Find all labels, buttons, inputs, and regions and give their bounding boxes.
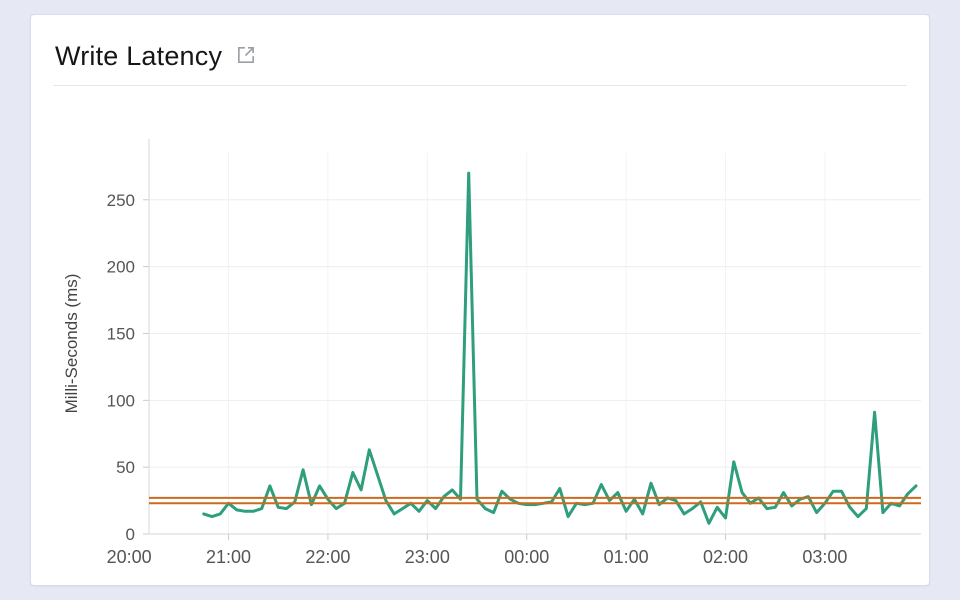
external-link-icon[interactable] [235, 44, 257, 66]
write-latency-chart[interactable]: 0 50 100 150 200 250 20:00 21:00 22:00 23:00 00:00… [31, 117, 931, 587]
y-axis-title: Milli-Seconds (ms) [62, 274, 81, 414]
x-tick-label: 23:00 [405, 547, 450, 567]
card-header: Write Latency [31, 15, 929, 72]
x-tick-label: 22:00 [305, 547, 350, 567]
y-tick-label: 0 [126, 525, 135, 544]
y-tick-label: 200 [107, 258, 135, 277]
x-tick-label: 01:00 [604, 547, 649, 567]
y-tick-label: 250 [107, 191, 135, 210]
latency-line [202, 171, 918, 525]
x-tick-label: 03:00 [802, 547, 847, 567]
x-tick-label: 02:00 [703, 547, 748, 567]
y-tick-label: 50 [116, 458, 135, 477]
x-tick-label: 21:00 [206, 547, 251, 567]
y-tick-label: 150 [107, 324, 135, 343]
x-tick-label: 20:00 [107, 547, 152, 567]
header-divider [53, 85, 907, 86]
page-title: Write Latency [55, 41, 223, 71]
write-latency-card: Write Latency 0 50 100 150 200 250 20:00 21:00 2… [30, 14, 930, 586]
y-tick-label: 100 [107, 391, 135, 410]
x-tick-label: 00:00 [504, 547, 549, 567]
